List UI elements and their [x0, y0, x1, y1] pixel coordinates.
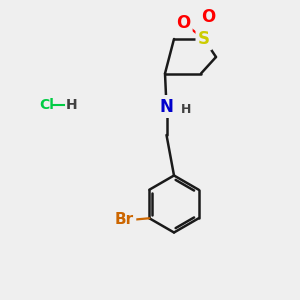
Text: H: H	[66, 98, 78, 112]
Text: H: H	[181, 103, 191, 116]
Text: N: N	[160, 98, 173, 116]
Text: Cl: Cl	[39, 98, 54, 112]
Text: O: O	[201, 8, 216, 26]
Text: Br: Br	[115, 212, 134, 227]
Text: S: S	[198, 30, 210, 48]
Text: O: O	[176, 14, 190, 32]
